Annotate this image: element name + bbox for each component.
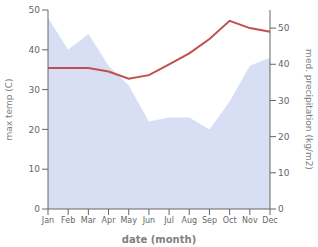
svg-text:50: 50 xyxy=(29,5,41,15)
svg-text:Dec: Dec xyxy=(262,216,277,225)
svg-text:date (month): date (month) xyxy=(122,234,196,245)
svg-text:May: May xyxy=(120,216,137,225)
svg-text:Oct: Oct xyxy=(223,216,237,225)
svg-text:Jan: Jan xyxy=(41,216,54,225)
svg-text:30: 30 xyxy=(278,96,290,106)
svg-text:med. precipitation (kg/m2): med. precipitation (kg/m2) xyxy=(304,49,314,170)
svg-text:40: 40 xyxy=(29,45,41,55)
svg-text:20: 20 xyxy=(278,132,290,142)
svg-text:0: 0 xyxy=(278,204,284,214)
svg-text:Mar: Mar xyxy=(81,216,97,225)
svg-text:max temp (C): max temp (C) xyxy=(4,78,14,140)
svg-text:50: 50 xyxy=(278,23,290,33)
svg-text:Apr: Apr xyxy=(102,216,117,225)
svg-text:40: 40 xyxy=(278,59,290,69)
svg-text:30: 30 xyxy=(29,85,41,95)
svg-text:Sep: Sep xyxy=(202,216,217,225)
svg-text:Jun: Jun xyxy=(142,216,156,225)
svg-text:10: 10 xyxy=(29,164,41,174)
svg-text:Nov: Nov xyxy=(242,216,258,225)
svg-text:0: 0 xyxy=(34,204,40,214)
svg-text:Jul: Jul xyxy=(163,216,174,225)
svg-text:Feb: Feb xyxy=(61,216,75,225)
svg-text:20: 20 xyxy=(29,125,41,135)
svg-text:10: 10 xyxy=(278,168,290,178)
svg-text:Aug: Aug xyxy=(181,216,197,225)
